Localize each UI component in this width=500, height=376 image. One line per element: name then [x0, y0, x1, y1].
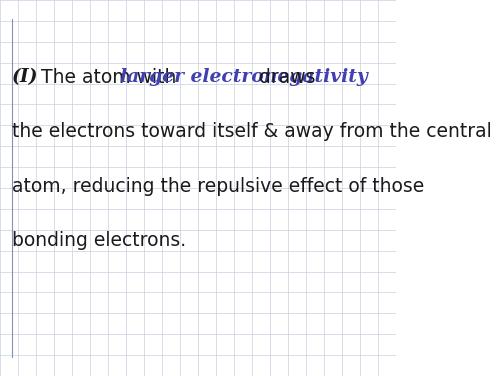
Text: atom, reducing the repulsive effect of those: atom, reducing the repulsive effect of t… — [12, 177, 424, 196]
Text: draws: draws — [252, 68, 315, 87]
Text: The atom with: The atom with — [35, 68, 182, 87]
Text: (I): (I) — [12, 68, 38, 86]
Text: the electrons toward itself & away from the central: the electrons toward itself & away from … — [12, 122, 492, 141]
Text: larger electronegativity: larger electronegativity — [120, 68, 368, 86]
Text: bonding electrons.: bonding electrons. — [12, 231, 186, 250]
